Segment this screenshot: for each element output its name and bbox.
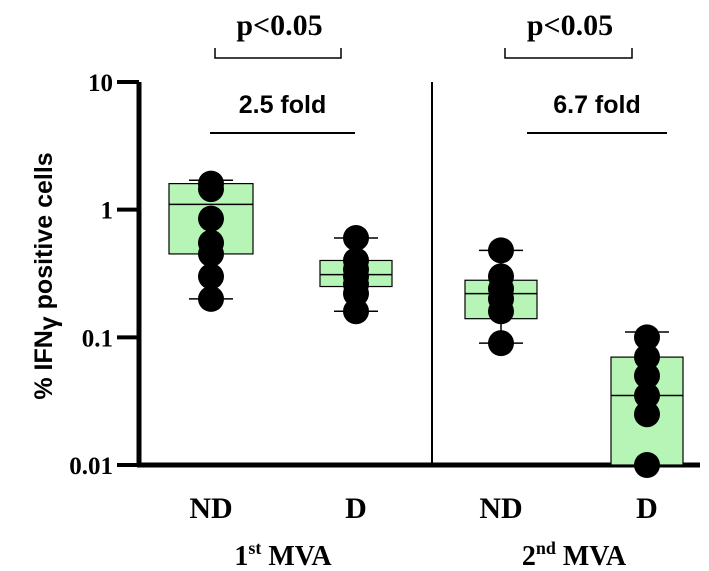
group-label-text: MVA (261, 541, 332, 571)
group-label: 1st MVA (234, 538, 332, 571)
y-tick-label: 10 (88, 70, 113, 97)
y-tick-label: 0.01 (69, 453, 113, 480)
x-category-label: D (636, 492, 658, 525)
group-label: 2nd MVA (522, 538, 627, 571)
data-point (488, 298, 514, 325)
p-value-label: p<0.05 (527, 9, 613, 42)
group-label-number: 2 (522, 541, 536, 571)
data-point (634, 401, 660, 428)
data-point (488, 330, 514, 357)
group-label-superscript: nd (536, 538, 556, 558)
x-category-label: D (345, 492, 367, 525)
data-point (198, 263, 224, 290)
fold-change-label: 2.5 fold (239, 91, 327, 119)
data-point (198, 285, 224, 312)
group-label-superscript: st (248, 538, 261, 558)
y-axis-label: % IFNγ positive cells (30, 152, 63, 399)
data-point (634, 382, 660, 409)
data-point (198, 205, 224, 232)
group-label-text: MVA (556, 541, 627, 571)
fold-change-label: 6.7 fold (553, 91, 641, 119)
significance-bracket (214, 48, 342, 59)
x-category-label: ND (189, 492, 232, 525)
y-tick-label: 0.1 (82, 325, 113, 352)
group-label-number: 1 (234, 541, 248, 571)
data-point (634, 362, 660, 389)
data-point (343, 298, 369, 325)
y-tick-label: 1 (101, 198, 114, 225)
data-point (198, 176, 224, 203)
data-point (343, 224, 369, 251)
data-point (634, 344, 660, 371)
data-point (634, 452, 660, 478)
data-point (634, 324, 660, 351)
data-point (488, 237, 514, 264)
x-category-label: ND (479, 492, 522, 525)
p-value-label: p<0.05 (236, 9, 322, 42)
significance-bracket (504, 48, 633, 59)
data-point (198, 240, 224, 267)
